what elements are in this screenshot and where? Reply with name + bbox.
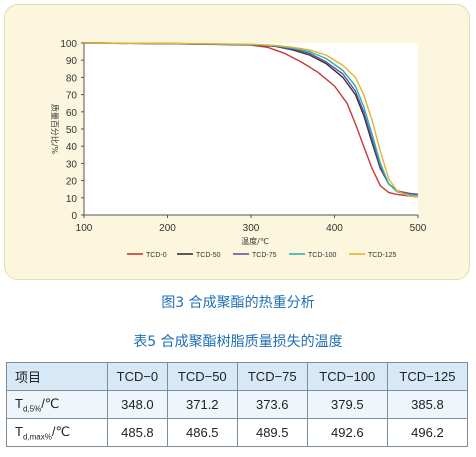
x-axis-label: 温度/℃ <box>241 236 269 246</box>
header-item: 项目 <box>6 362 108 391</box>
x-tick-label: 300 <box>243 223 260 234</box>
series-line-tcd-0 <box>83 42 419 198</box>
table-cell: 379.5 <box>306 390 388 419</box>
row-label-main: T <box>15 423 23 439</box>
y-tick-label: 90 <box>66 56 78 67</box>
legend-entry: TCD-100 <box>308 252 337 259</box>
y-tick-label: 60 <box>66 108 78 119</box>
series-line-tcd-125 <box>83 42 419 198</box>
y-tick-label: 70 <box>66 91 78 102</box>
table-cell: 492.6 <box>306 418 388 447</box>
table-cell: 385.8 <box>386 390 469 419</box>
x-tick-label: 400 <box>326 223 343 234</box>
table-row: Td,max%/℃ 485.8 486.5 489.5 492.6 496.2 <box>6 418 469 447</box>
y-tick-label: 80 <box>66 73 78 84</box>
legend-entry: TCD-125 <box>368 252 397 259</box>
header-tcd-50: TCD−50 <box>166 362 238 391</box>
row-label-td5: Td,5%/℃ <box>6 390 108 419</box>
legend-entry: TCD-75 <box>252 252 277 259</box>
y-tick-label: 100 <box>60 39 77 50</box>
table-cell: 489.5 <box>236 418 308 447</box>
row-label-sub: d,5% <box>22 404 42 414</box>
table-caption: 表5 合成聚酯树脂质量损失的温度 <box>133 334 343 350</box>
y-tick-label: 30 <box>66 159 78 170</box>
table-row: Td,5%/℃ 348.0 371.2 373.6 379.5 385.8 <box>6 390 469 419</box>
legend-entry: TCD-50 <box>196 252 221 259</box>
y-tick-label: 50 <box>66 125 78 136</box>
header-tcd-125: TCD−125 <box>386 362 469 391</box>
table-cell: 348.0 <box>107 390 168 419</box>
row-label-main: T <box>15 395 23 411</box>
y-tick-label: 10 <box>66 194 78 205</box>
mass-loss-table: 项目 TCD−0 TCD−50 TCD−75 TCD−100 TCD−125 T… <box>6 362 469 447</box>
y-tick-label: 40 <box>66 142 78 153</box>
plot-area <box>84 43 418 215</box>
row-label-unit: /℃ <box>51 423 71 439</box>
header-tcd-100: TCD−100 <box>306 362 388 391</box>
table-header-row: 项目 TCD−0 TCD−50 TCD−75 TCD−100 TCD−125 <box>6 362 469 391</box>
table-cell: 373.6 <box>236 390 308 419</box>
table-cell: 485.8 <box>107 418 168 447</box>
x-tick-label: 200 <box>159 223 176 234</box>
header-tcd-0: TCD−0 <box>107 362 168 391</box>
table-cell: 496.2 <box>386 418 469 447</box>
row-label-tdmax: Td,max%/℃ <box>6 418 108 447</box>
y-tick-label: 0 <box>71 211 77 222</box>
table-cell: 371.2 <box>166 390 238 419</box>
y-tick-label: 20 <box>66 177 78 188</box>
header-tcd-75: TCD−75 <box>236 362 308 391</box>
y-axis-label: 质量百分比/% <box>50 104 60 155</box>
figure-caption: 图3 合成聚酯的热重分析 <box>161 295 315 311</box>
row-label-unit: /℃ <box>41 395 60 411</box>
x-tick-label: 500 <box>410 223 427 234</box>
row-label-sub: d,max% <box>22 432 52 442</box>
tga-chart: 0 10 20 30 40 50 60 70 80 90 100 100 200 300 400 500 温度/… <box>50 39 427 259</box>
table-cell: 486.5 <box>166 418 238 447</box>
legend-entry: TCD-0 <box>146 252 167 259</box>
x-tick-label: 100 <box>76 223 93 234</box>
